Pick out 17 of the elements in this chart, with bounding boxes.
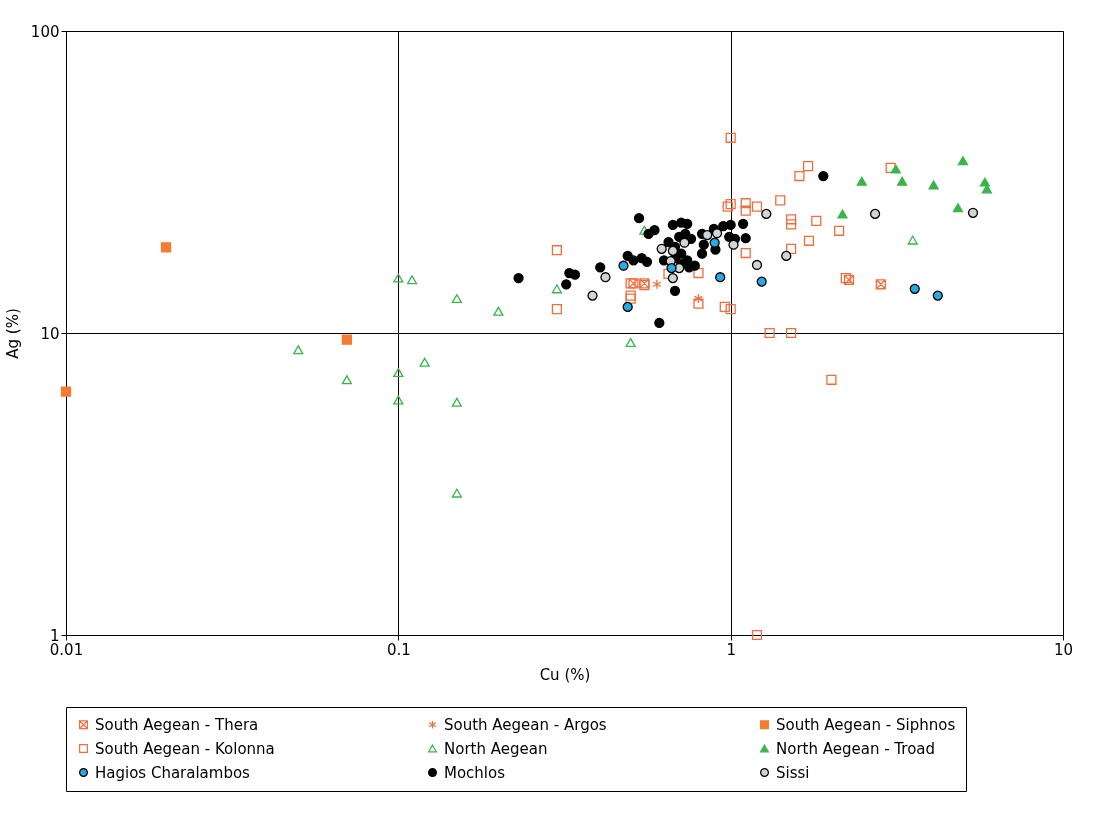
y-tick-label: 10 <box>40 324 60 343</box>
legend-label: Mochlos <box>444 763 506 782</box>
x-axis-title: Cu (%) <box>539 665 591 684</box>
legend-label: North Aegean <box>444 739 548 758</box>
legend-label: South Aegean - Kolonna <box>95 739 275 758</box>
y-tick-label: 100 <box>30 22 60 41</box>
legend-label: South Aegean - Siphnos <box>776 715 956 734</box>
legend-label: South Aegean - Thera <box>95 715 259 734</box>
x-tick-label: 0.01 <box>49 640 84 659</box>
legend-label: Hagios Charalambos <box>95 763 251 782</box>
x-tick-label: 1 <box>726 640 736 659</box>
x-tick-label: 0.1 <box>386 640 411 659</box>
legend-label: Sissi <box>776 763 810 782</box>
legend-label: South Aegean - Argos <box>444 715 607 734</box>
x-tick-label: 10 <box>1053 640 1074 659</box>
legend-label: North Aegean - Troad <box>776 739 936 758</box>
y-axis-title: Ag (%) <box>3 308 22 359</box>
